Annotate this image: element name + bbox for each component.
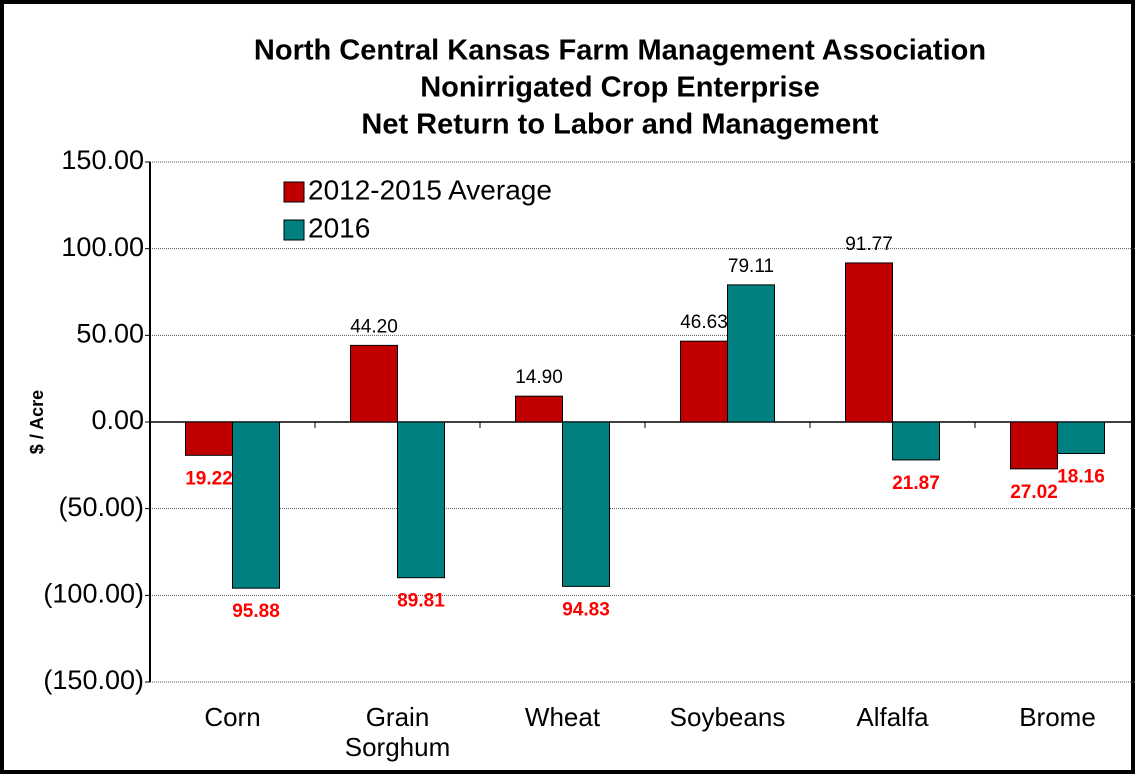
x-tick-label: Soybeans — [669, 702, 786, 732]
bar — [1010, 421, 1058, 470]
y-tick-label: 0.00 — [91, 405, 144, 435]
x-tick-label: Corn — [204, 702, 261, 732]
bar — [892, 421, 940, 461]
data-label: 46.63 — [680, 312, 728, 333]
bar — [1057, 421, 1105, 454]
bar — [397, 421, 445, 579]
y-tick-label: (100.00) — [43, 578, 144, 608]
data-label: 19.22 — [185, 468, 233, 489]
legend-swatch — [283, 181, 305, 203]
data-label: 27.02 — [1010, 482, 1058, 503]
chart-title: Net Return to Labor and Management — [361, 109, 879, 141]
data-label: 18.16 — [1057, 466, 1105, 487]
x-tick-label: Wheat — [524, 702, 601, 732]
bar — [185, 421, 233, 456]
y-tick-label: 50.00 — [76, 318, 144, 348]
y-axis-label: $ / Acre — [27, 390, 47, 454]
chart-title: North Central Kansas Farm Management Ass… — [254, 35, 986, 67]
legend-label: 2016 — [308, 212, 370, 243]
bar — [232, 421, 280, 589]
bar — [350, 344, 398, 423]
bar — [845, 262, 893, 423]
data-label: 21.87 — [892, 473, 940, 494]
bar — [680, 340, 728, 423]
bar — [562, 421, 610, 587]
x-tick-label: Alfalfa — [856, 702, 929, 732]
chart-title: Nonirrigated Crop Enterprise — [420, 72, 820, 104]
data-label: 89.81 — [397, 591, 445, 612]
bar — [515, 395, 563, 423]
legend-label: 2012-2015 Average — [308, 174, 552, 205]
bar — [727, 284, 775, 423]
y-tick-label: 150.00 — [61, 145, 144, 175]
data-label: 44.20 — [350, 316, 398, 337]
y-tick-label: (150.00) — [43, 665, 144, 695]
data-label: 91.77 — [845, 234, 893, 255]
data-label: 95.88 — [232, 601, 280, 622]
x-tick-label: Grain Sorghum — [344, 702, 451, 762]
x-tick-label: Brome — [1019, 702, 1096, 732]
y-tick-label: (50.00) — [58, 492, 144, 522]
data-label: 79.11 — [728, 256, 774, 277]
data-label: 14.90 — [515, 367, 563, 388]
data-label: 94.83 — [562, 599, 610, 620]
y-tick-label: 100.00 — [61, 232, 144, 262]
legend-swatch — [283, 219, 305, 241]
